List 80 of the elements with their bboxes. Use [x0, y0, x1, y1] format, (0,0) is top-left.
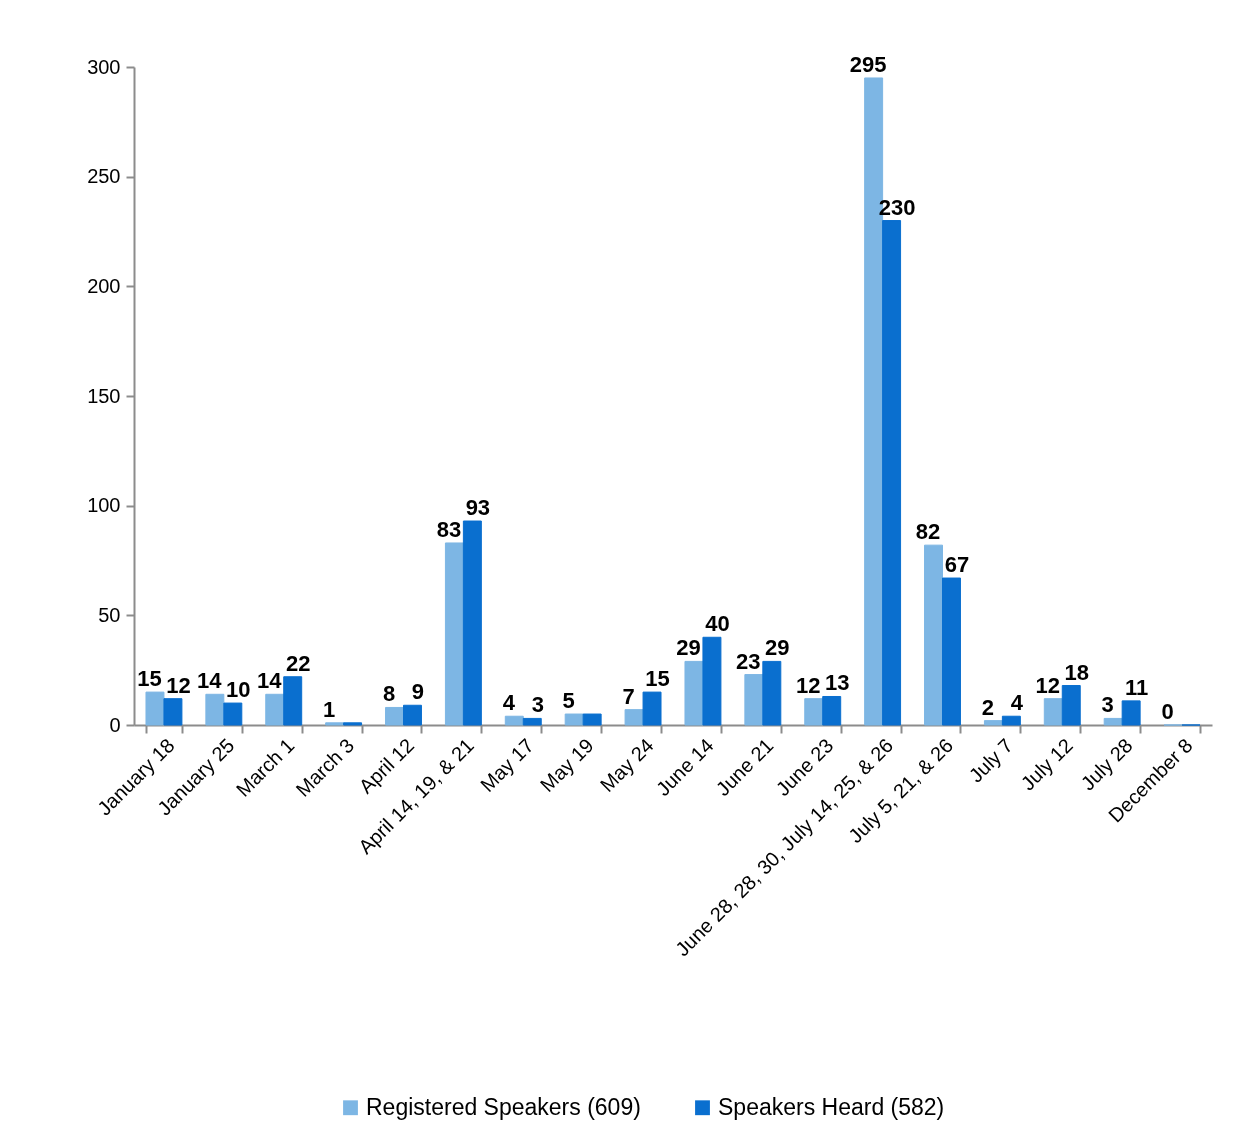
x-tick-label: May 24: [595, 734, 658, 797]
bar: [265, 693, 285, 726]
data-label: 3: [1101, 692, 1114, 718]
data-label: 23: [736, 648, 761, 674]
y-tick-label: 100: [87, 494, 121, 517]
bar: [522, 717, 542, 726]
data-label: 83: [436, 516, 462, 542]
data-label: 18: [1064, 659, 1089, 685]
bar: [205, 693, 225, 726]
bar: [462, 520, 482, 726]
y-tick-label: 300: [87, 55, 121, 78]
data-label: 295: [849, 51, 887, 77]
data-label: 22: [285, 650, 311, 676]
x-tick-label: July 12: [1016, 734, 1077, 795]
bar: [702, 636, 722, 726]
data-label: 93: [465, 495, 491, 521]
bar: [822, 695, 842, 726]
bar: [684, 660, 704, 726]
x-tick-label: May 17: [475, 734, 538, 797]
bar: [564, 713, 584, 726]
data-label: 4: [502, 690, 516, 716]
data-label: 82: [915, 519, 941, 545]
bar: [504, 715, 524, 726]
data-label: 0: [1161, 699, 1174, 724]
data-label: 13: [824, 670, 850, 696]
data-label: 4: [1010, 690, 1024, 716]
y-tick-label: 250: [87, 165, 121, 188]
data-label: 40: [705, 611, 730, 637]
data-label: 3: [531, 692, 544, 718]
bar: [223, 702, 243, 726]
data-label: 12: [1035, 672, 1061, 698]
legend-label: Speakers Heard (582): [718, 1093, 945, 1120]
data-label: 2: [981, 694, 995, 720]
bar: [924, 544, 943, 726]
bar: [403, 704, 422, 726]
data-label: 29: [765, 635, 790, 661]
bar: [804, 698, 824, 726]
bar: [762, 660, 782, 726]
bar: [624, 709, 644, 726]
data-label: 14: [197, 668, 223, 694]
data-label: 5: [562, 688, 575, 714]
data-label: 10: [226, 677, 251, 703]
bar: [385, 706, 404, 726]
y-tick-label: 50: [98, 603, 121, 626]
data-label: 15: [645, 666, 670, 692]
bar: [343, 722, 363, 726]
bar: [1043, 698, 1063, 726]
data-label: 12: [166, 672, 191, 698]
bar: [325, 722, 345, 726]
bar: [983, 720, 1003, 726]
data-label: 9: [411, 679, 425, 705]
data-label: 7: [622, 683, 635, 709]
data-label: 230: [878, 194, 916, 220]
bar: [642, 691, 662, 726]
bar: [1121, 700, 1141, 726]
bar: [1001, 715, 1021, 726]
bar: [1103, 717, 1123, 726]
bar: [582, 713, 602, 726]
bar: [1061, 685, 1081, 726]
data-label: 14: [257, 668, 283, 694]
data-label: 67: [944, 552, 970, 578]
bar: [744, 674, 764, 726]
bar: [882, 220, 902, 726]
data-label: 11: [1125, 674, 1149, 700]
y-tick-label: 0: [109, 713, 121, 736]
legend-label: Registered Speakers (609): [366, 1093, 641, 1120]
bar: [942, 577, 961, 726]
bar: [283, 676, 303, 726]
bar: [163, 698, 183, 726]
bar: [145, 691, 165, 726]
bar: [444, 542, 464, 726]
x-tick-label: May 19: [535, 734, 598, 797]
y-tick-label: 150: [87, 384, 121, 407]
data-label: 8: [382, 681, 396, 707]
data-label: 1: [323, 696, 336, 722]
x-tick-label: July 7: [964, 734, 1018, 787]
data-label: 29: [676, 635, 701, 661]
y-tick-label: 200: [87, 274, 121, 297]
data-label: 15: [137, 666, 162, 692]
data-label: 12: [796, 672, 821, 698]
